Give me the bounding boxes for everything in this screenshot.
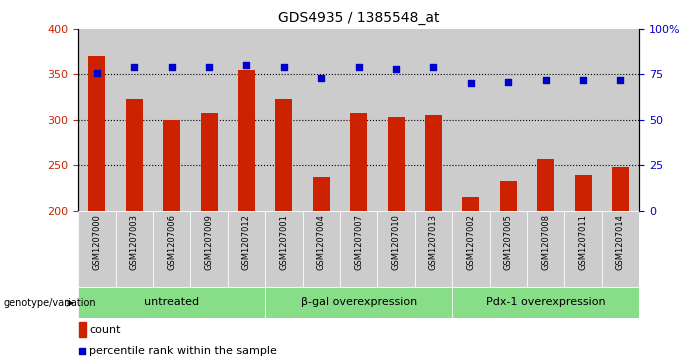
Text: GSM1207011: GSM1207011	[579, 214, 588, 270]
Bar	[78, 211, 116, 287]
Point	[279, 64, 290, 70]
Bar	[88, 56, 105, 211]
Bar	[265, 29, 303, 211]
Point	[316, 75, 326, 81]
Text: GSM1207013: GSM1207013	[429, 214, 438, 270]
Bar	[228, 211, 265, 287]
Bar	[612, 167, 629, 211]
Text: percentile rank within the sample: percentile rank within the sample	[90, 346, 277, 356]
Point	[390, 66, 401, 72]
Bar	[78, 287, 265, 318]
Point	[615, 77, 626, 83]
Text: GSM1207009: GSM1207009	[205, 214, 214, 270]
Point	[129, 64, 140, 70]
Point	[540, 77, 551, 83]
Point	[77, 348, 88, 354]
Bar	[537, 159, 554, 211]
Bar	[350, 113, 367, 211]
Text: untreated: untreated	[144, 297, 199, 307]
Bar	[190, 211, 228, 287]
Text: count: count	[90, 325, 121, 335]
Text: β-gal overexpression: β-gal overexpression	[301, 297, 417, 307]
Text: GSM1207008: GSM1207008	[541, 214, 550, 270]
Bar	[527, 211, 564, 287]
Bar	[377, 29, 415, 211]
Point	[91, 70, 103, 76]
Bar	[415, 211, 452, 287]
Bar	[452, 29, 490, 211]
Bar	[303, 211, 340, 287]
Bar	[527, 29, 564, 211]
Bar	[78, 29, 116, 211]
Bar	[388, 117, 405, 211]
Point	[465, 81, 476, 86]
Text: GSM1207004: GSM1207004	[317, 214, 326, 270]
Bar	[79, 322, 86, 338]
Bar	[275, 99, 292, 211]
Bar	[190, 29, 228, 211]
Text: GSM1207000: GSM1207000	[92, 214, 101, 270]
Point	[166, 64, 177, 70]
Bar	[425, 115, 442, 211]
Point	[577, 77, 588, 83]
Bar	[377, 211, 415, 287]
Bar	[500, 180, 517, 211]
Point	[241, 62, 252, 68]
Point	[203, 64, 214, 70]
Bar	[153, 211, 190, 287]
Bar	[564, 211, 602, 287]
Bar	[116, 29, 153, 211]
Bar	[228, 29, 265, 211]
Bar	[126, 99, 143, 211]
Text: GSM1207014: GSM1207014	[616, 214, 625, 270]
Text: Pdx-1 overexpression: Pdx-1 overexpression	[486, 297, 605, 307]
Bar	[490, 29, 527, 211]
Point	[503, 79, 514, 85]
Text: GSM1207003: GSM1207003	[130, 214, 139, 270]
Text: GSM1207006: GSM1207006	[167, 214, 176, 270]
Bar	[602, 29, 639, 211]
Bar	[265, 211, 303, 287]
Bar	[340, 211, 377, 287]
Bar	[564, 29, 602, 211]
Text: GSM1207010: GSM1207010	[392, 214, 401, 270]
Text: GSM1207012: GSM1207012	[242, 214, 251, 270]
Bar	[340, 29, 377, 211]
Bar	[575, 175, 592, 211]
Text: GSM1207002: GSM1207002	[466, 214, 475, 270]
Text: GSM1207001: GSM1207001	[279, 214, 288, 270]
Bar	[163, 120, 180, 211]
Bar	[153, 29, 190, 211]
Text: genotype/variation: genotype/variation	[3, 298, 96, 308]
Bar	[201, 113, 218, 211]
Text: GSM1207007: GSM1207007	[354, 214, 363, 270]
Bar	[452, 211, 490, 287]
Point	[353, 64, 364, 70]
Bar	[303, 29, 340, 211]
Bar	[462, 197, 479, 211]
Bar	[490, 211, 527, 287]
Bar	[265, 287, 452, 318]
Bar	[238, 70, 255, 211]
Bar	[313, 177, 330, 211]
Bar	[452, 287, 639, 318]
Bar	[602, 211, 639, 287]
Bar	[116, 211, 153, 287]
Text: GSM1207005: GSM1207005	[504, 214, 513, 270]
Bar	[415, 29, 452, 211]
Title: GDS4935 / 1385548_at: GDS4935 / 1385548_at	[278, 11, 439, 25]
Point	[428, 64, 439, 70]
